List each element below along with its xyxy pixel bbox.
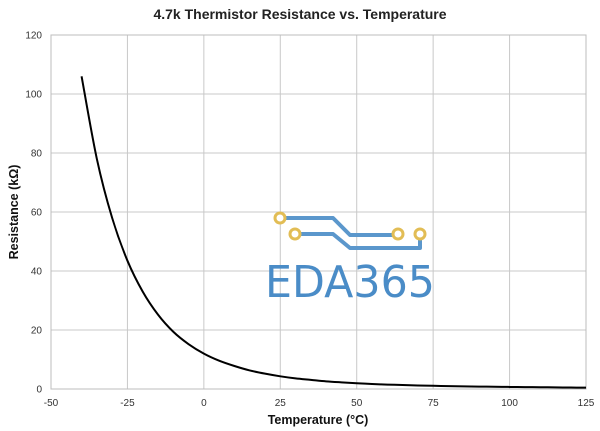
y-tick-label: 40	[31, 267, 43, 278]
x-tick-label: 125	[578, 398, 595, 409]
x-tick-label: -50	[44, 398, 59, 409]
x-tick-label: 0	[201, 398, 207, 409]
y-tick-label: 80	[31, 149, 43, 160]
chart-title: 4.7k Thermistor Resistance vs. Temperatu…	[153, 6, 446, 22]
watermark-text: EDA365	[265, 257, 435, 308]
x-tick-label: 100	[501, 398, 518, 409]
series-line	[80, 76, 587, 389]
x-axis-label: Temperature (°C)	[268, 413, 369, 427]
y-axis-label: Resistance (kΩ)	[7, 165, 21, 260]
watermark-pad	[391, 227, 405, 241]
y-tick-label: 20	[31, 326, 43, 337]
y-tick-label: 100	[25, 90, 42, 101]
watermark-logo: EDA365	[265, 211, 435, 308]
y-tick-labels: 0 20 40 60 80 100 120	[25, 31, 42, 396]
y-tick-label: 120	[25, 31, 42, 42]
watermark-trace-top	[280, 216, 398, 237]
x-tick-label: 25	[275, 398, 287, 409]
x-tick-label: -25	[120, 398, 135, 409]
x-tick-label: 50	[351, 398, 363, 409]
x-tick-labels: -50 -25 0 25 50 75 100 125	[44, 398, 595, 409]
watermark-pad	[413, 227, 427, 241]
y-tick-label: 60	[31, 208, 43, 219]
plot-frame	[50, 34, 587, 390]
watermark-pad	[273, 211, 287, 225]
watermark-trace-bottom	[295, 232, 422, 250]
y-tick-label: 0	[36, 385, 42, 396]
x-tick-label: 75	[428, 398, 440, 409]
grid	[50, 34, 587, 390]
watermark-pad	[288, 227, 302, 241]
